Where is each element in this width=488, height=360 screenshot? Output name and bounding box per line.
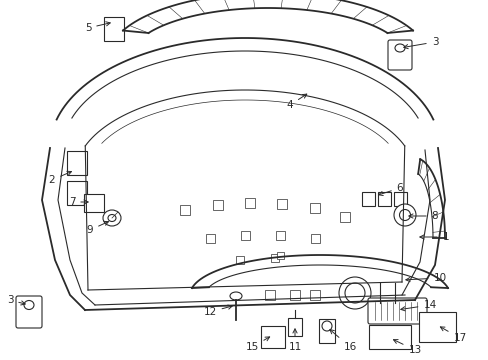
Ellipse shape (394, 44, 404, 52)
FancyBboxPatch shape (67, 181, 87, 205)
FancyBboxPatch shape (393, 192, 406, 206)
Text: 6: 6 (378, 183, 403, 195)
FancyBboxPatch shape (270, 254, 279, 262)
FancyBboxPatch shape (240, 230, 249, 239)
FancyBboxPatch shape (387, 40, 411, 70)
FancyBboxPatch shape (318, 319, 334, 343)
Text: 16: 16 (329, 329, 356, 352)
Text: 5: 5 (84, 22, 110, 33)
Text: 1: 1 (419, 232, 448, 242)
Text: 10: 10 (405, 273, 446, 283)
FancyBboxPatch shape (339, 212, 349, 222)
FancyBboxPatch shape (368, 325, 410, 349)
Text: 9: 9 (86, 221, 108, 235)
Text: 3: 3 (403, 37, 437, 49)
FancyBboxPatch shape (213, 200, 223, 210)
Text: 13: 13 (393, 339, 421, 355)
Text: 4: 4 (286, 94, 306, 110)
FancyBboxPatch shape (16, 296, 42, 328)
FancyBboxPatch shape (264, 290, 274, 300)
Text: 3: 3 (7, 295, 25, 305)
FancyBboxPatch shape (236, 256, 244, 264)
Ellipse shape (321, 321, 331, 331)
FancyBboxPatch shape (244, 198, 254, 208)
Text: 7: 7 (68, 197, 88, 207)
Ellipse shape (103, 210, 121, 226)
Text: 8: 8 (408, 211, 437, 221)
Text: 12: 12 (203, 305, 232, 317)
FancyBboxPatch shape (180, 205, 190, 215)
FancyBboxPatch shape (104, 17, 124, 41)
Text: 14: 14 (400, 300, 436, 311)
Text: 2: 2 (49, 171, 71, 185)
FancyBboxPatch shape (377, 192, 390, 206)
FancyBboxPatch shape (205, 234, 214, 243)
FancyBboxPatch shape (309, 203, 319, 213)
FancyBboxPatch shape (309, 290, 319, 300)
FancyBboxPatch shape (310, 234, 319, 243)
FancyBboxPatch shape (418, 312, 455, 342)
FancyBboxPatch shape (276, 252, 283, 258)
FancyBboxPatch shape (67, 151, 87, 175)
FancyBboxPatch shape (275, 230, 284, 239)
Text: 11: 11 (288, 329, 301, 352)
Ellipse shape (399, 210, 409, 220)
FancyBboxPatch shape (289, 290, 299, 300)
Ellipse shape (108, 215, 116, 221)
Ellipse shape (24, 301, 34, 310)
FancyBboxPatch shape (261, 326, 285, 348)
Text: 17: 17 (440, 327, 466, 343)
FancyBboxPatch shape (367, 298, 426, 324)
Ellipse shape (229, 292, 242, 300)
FancyBboxPatch shape (276, 199, 286, 209)
FancyBboxPatch shape (84, 194, 104, 212)
Text: 15: 15 (245, 337, 269, 352)
Ellipse shape (345, 283, 364, 303)
Ellipse shape (338, 277, 370, 309)
Ellipse shape (393, 204, 415, 226)
FancyBboxPatch shape (287, 318, 302, 336)
FancyBboxPatch shape (361, 192, 374, 206)
